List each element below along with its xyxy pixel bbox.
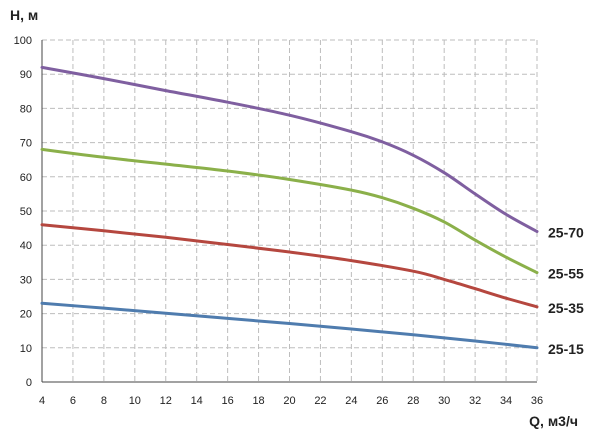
series-line-25-35 bbox=[40, 223, 539, 309]
y-tick-label: 30 bbox=[20, 274, 32, 286]
x-tick-label: 32 bbox=[469, 395, 481, 407]
x-tick-label: 20 bbox=[283, 395, 295, 407]
x-tick-label: 4 bbox=[39, 395, 45, 407]
x-tick-label: 30 bbox=[438, 395, 450, 407]
labels: H, м Q, м3/ч 4 6 8 10 12 14 16 18 20 22 24 26 28 30 32… bbox=[10, 7, 584, 429]
x-tick-label: 8 bbox=[101, 395, 107, 407]
series-label-25-35: 25-35 bbox=[548, 300, 584, 316]
y-tick-label: 10 bbox=[20, 343, 32, 355]
series-line-25-15 bbox=[40, 301, 539, 350]
y-tick-label: 60 bbox=[20, 172, 32, 184]
x-tick-label: 24 bbox=[345, 395, 357, 407]
y-tick-label: 70 bbox=[20, 138, 32, 150]
x-axis-title: Q, м3/ч bbox=[529, 413, 578, 429]
series-label-25-55: 25-55 bbox=[548, 266, 584, 282]
x-tick-label: 28 bbox=[407, 395, 419, 407]
series-lines bbox=[40, 65, 539, 350]
series-line-25-55 bbox=[40, 147, 539, 275]
x-tick-label: 34 bbox=[500, 395, 512, 407]
series-label-25-15: 25-15 bbox=[548, 341, 584, 357]
x-tick-label: 14 bbox=[191, 395, 203, 407]
x-tick-label: 36 bbox=[531, 395, 543, 407]
y-tick-label: 0 bbox=[26, 377, 32, 389]
y-tick-label: 100 bbox=[14, 35, 32, 47]
x-tick-label: 22 bbox=[314, 395, 326, 407]
series-label-25-70: 25-70 bbox=[548, 225, 584, 241]
axes bbox=[41, 40, 537, 383]
grid bbox=[42, 39, 538, 382]
y-tick-label: 90 bbox=[20, 69, 32, 81]
y-tick-label: 80 bbox=[20, 103, 32, 115]
x-tick-label: 12 bbox=[160, 395, 172, 407]
x-tick-label: 10 bbox=[129, 395, 141, 407]
x-tick-label: 6 bbox=[70, 395, 76, 407]
series-line-25-70 bbox=[40, 65, 539, 233]
y-tick-label: 20 bbox=[20, 309, 32, 321]
x-tick-label: 16 bbox=[222, 395, 234, 407]
y-axis-title: H, м bbox=[10, 7, 38, 23]
x-tick-label: 26 bbox=[376, 395, 388, 407]
x-tick-label: 18 bbox=[252, 395, 264, 407]
y-tick-label: 50 bbox=[20, 206, 32, 218]
y-tick-label: 40 bbox=[20, 240, 32, 252]
